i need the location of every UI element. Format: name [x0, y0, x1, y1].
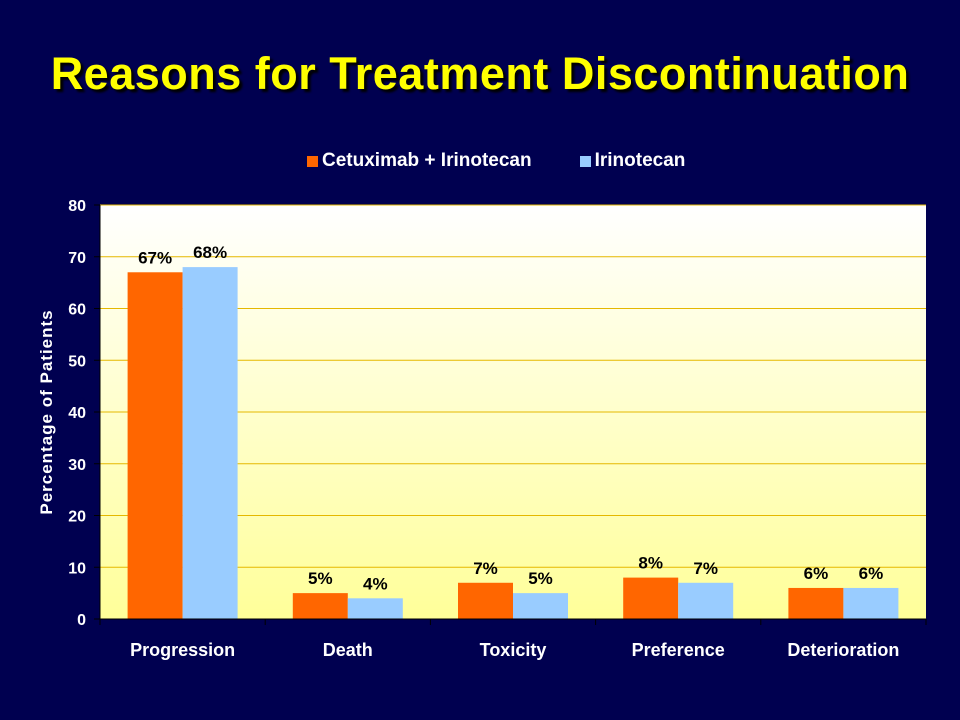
legend-label: Irinotecan: [594, 150, 686, 171]
y-tick-label: 30: [68, 457, 86, 474]
bar-preference-series-1: [623, 577, 679, 619]
y-tick-label: 80: [68, 198, 86, 215]
legend-item-cetuximab-irinotecan: Cetuximab + Irinotecan: [307, 150, 532, 172]
slide-title: Reasons for Treatment Discontinuation: [50, 48, 910, 99]
data-label: 5%: [308, 569, 333, 588]
legend-swatch-blue: [579, 155, 591, 167]
y-tick-label: 10: [68, 560, 86, 577]
x-category-deterioration: Deterioration: [787, 640, 899, 660]
legend-swatch-orange: [307, 155, 318, 167]
y-tick-label: 50: [68, 353, 86, 370]
bar-toxicity-series-1: [458, 582, 513, 619]
bar-death-series-1: [292, 593, 348, 619]
y-axis-label: Percentage of Patients: [37, 309, 56, 514]
y-tick-label: 60: [68, 302, 86, 319]
bar-toxicity-series-2: [513, 593, 568, 619]
legend-label: Cetuximab + Irinotecan: [322, 150, 532, 171]
chart-legend: Cetuximab + Irinotecan Irinotecan: [307, 150, 685, 172]
data-label: 6%: [804, 564, 829, 583]
y-tick-label: 70: [68, 250, 86, 267]
data-label: 6%: [859, 564, 884, 583]
data-label: 68%: [193, 243, 227, 262]
bar-preference-series-2: [678, 582, 734, 619]
data-label: 5%: [528, 569, 553, 588]
data-label: 67%: [138, 248, 172, 267]
bar-deterioration-series-1: [788, 587, 844, 619]
bar-progression-series-2: [182, 267, 238, 619]
x-category-preference: Preference: [632, 640, 725, 660]
x-category-progression: Progression: [130, 640, 235, 660]
data-label: 7%: [473, 559, 498, 578]
y-tick-label: 40: [68, 405, 86, 422]
data-label: 8%: [638, 554, 663, 573]
x-category-toxicity: Toxicity: [480, 640, 547, 660]
data-label: 4%: [363, 574, 388, 593]
legend-item-irinotecan: Irinotecan: [579, 150, 686, 172]
x-category-death: Death: [323, 640, 373, 660]
y-tick-label: 0: [77, 612, 86, 629]
y-tick-label: 20: [68, 509, 86, 526]
data-label: 7%: [693, 559, 718, 578]
bar-death-series-2: [347, 598, 403, 619]
bar-progression-series-1: [127, 272, 183, 619]
bar-deterioration-series-2: [843, 587, 899, 619]
